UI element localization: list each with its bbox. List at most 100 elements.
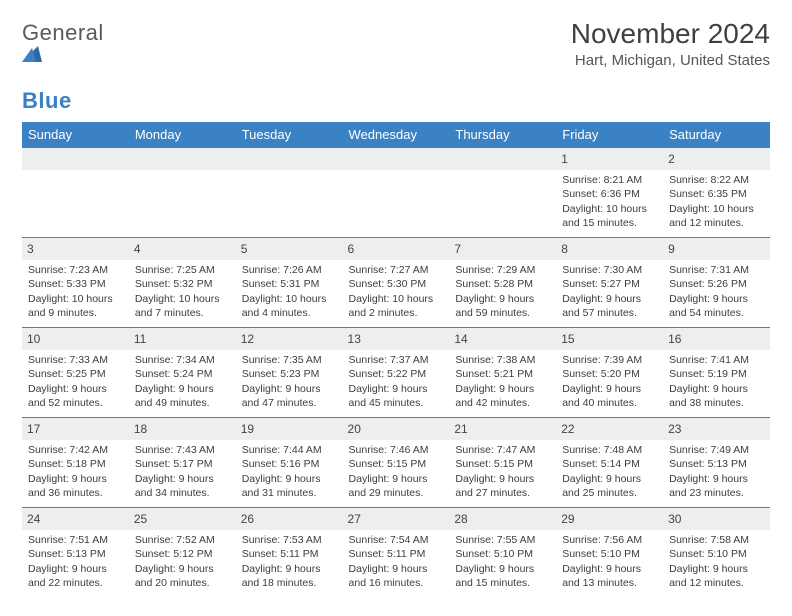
day-number: 24 <box>22 508 129 530</box>
day-daylight1: Daylight: 10 hours <box>28 292 123 306</box>
day-sunrise: Sunrise: 7:27 AM <box>349 263 444 277</box>
day-number: 10 <box>22 328 129 350</box>
weekday-header: Saturday <box>663 122 770 148</box>
day-sunset: Sunset: 5:21 PM <box>455 367 550 381</box>
day-daylight2: and 18 minutes. <box>242 576 337 590</box>
day-daylight2: and 29 minutes. <box>349 486 444 500</box>
day-sunset: Sunset: 5:15 PM <box>455 457 550 471</box>
day-sunset: Sunset: 5:19 PM <box>669 367 764 381</box>
calendar-cell-blank <box>22 148 129 238</box>
day-sunset: Sunset: 5:26 PM <box>669 277 764 291</box>
day-sunrise: Sunrise: 7:52 AM <box>135 533 230 547</box>
day-daylight1: Daylight: 9 hours <box>669 562 764 576</box>
day-daylight2: and 49 minutes. <box>135 396 230 410</box>
day-daylight2: and 16 minutes. <box>349 576 444 590</box>
day-daylight1: Daylight: 9 hours <box>242 472 337 486</box>
day-detail: Sunrise: 7:52 AMSunset: 5:12 PMDaylight:… <box>133 533 232 590</box>
day-daylight1: Daylight: 9 hours <box>28 562 123 576</box>
day-daylight1: Daylight: 9 hours <box>455 562 550 576</box>
calendar-cell: 3Sunrise: 7:23 AMSunset: 5:33 PMDaylight… <box>22 238 129 328</box>
day-daylight2: and 12 minutes. <box>669 576 764 590</box>
day-daylight2: and 42 minutes. <box>455 396 550 410</box>
day-detail: Sunrise: 7:25 AMSunset: 5:32 PMDaylight:… <box>133 263 232 320</box>
day-number: 18 <box>129 418 236 440</box>
day-sunrise: Sunrise: 7:30 AM <box>562 263 657 277</box>
day-number: 22 <box>556 418 663 440</box>
day-daylight1: Daylight: 10 hours <box>242 292 337 306</box>
weekday-header: Friday <box>556 122 663 148</box>
calendar-cell: 29Sunrise: 7:56 AMSunset: 5:10 PMDayligh… <box>556 508 663 598</box>
day-sunrise: Sunrise: 7:31 AM <box>669 263 764 277</box>
day-sunset: Sunset: 5:32 PM <box>135 277 230 291</box>
day-sunrise: Sunrise: 7:39 AM <box>562 353 657 367</box>
day-number-blank <box>236 148 343 170</box>
day-daylight1: Daylight: 9 hours <box>562 562 657 576</box>
day-detail: Sunrise: 7:58 AMSunset: 5:10 PMDaylight:… <box>667 533 766 590</box>
calendar-cell: 15Sunrise: 7:39 AMSunset: 5:20 PMDayligh… <box>556 328 663 418</box>
day-sunset: Sunset: 5:22 PM <box>349 367 444 381</box>
day-daylight1: Daylight: 9 hours <box>349 562 444 576</box>
day-daylight2: and 27 minutes. <box>455 486 550 500</box>
day-daylight2: and 59 minutes. <box>455 306 550 320</box>
day-daylight2: and 20 minutes. <box>135 576 230 590</box>
day-daylight1: Daylight: 10 hours <box>135 292 230 306</box>
day-sunset: Sunset: 5:33 PM <box>28 277 123 291</box>
day-sunrise: Sunrise: 7:56 AM <box>562 533 657 547</box>
brand-part2: Blue <box>22 88 72 113</box>
day-number: 13 <box>343 328 450 350</box>
day-number: 28 <box>449 508 556 530</box>
day-sunset: Sunset: 5:10 PM <box>562 547 657 561</box>
calendar-cell: 2Sunrise: 8:22 AMSunset: 6:35 PMDaylight… <box>663 148 770 238</box>
weekday-header: Wednesday <box>343 122 450 148</box>
calendar-week: 3Sunrise: 7:23 AMSunset: 5:33 PMDaylight… <box>22 238 770 328</box>
day-sunrise: Sunrise: 7:38 AM <box>455 353 550 367</box>
day-detail: Sunrise: 7:30 AMSunset: 5:27 PMDaylight:… <box>560 263 659 320</box>
day-daylight2: and 25 minutes. <box>562 486 657 500</box>
day-daylight1: Daylight: 9 hours <box>669 292 764 306</box>
day-daylight2: and 15 minutes. <box>562 216 657 230</box>
day-detail: Sunrise: 7:31 AMSunset: 5:26 PMDaylight:… <box>667 263 766 320</box>
calendar-week: 1Sunrise: 8:21 AMSunset: 6:36 PMDaylight… <box>22 148 770 238</box>
day-number: 14 <box>449 328 556 350</box>
day-daylight1: Daylight: 9 hours <box>455 292 550 306</box>
day-sunrise: Sunrise: 7:34 AM <box>135 353 230 367</box>
day-detail: Sunrise: 7:47 AMSunset: 5:15 PMDaylight:… <box>453 443 552 500</box>
day-sunrise: Sunrise: 7:37 AM <box>349 353 444 367</box>
day-daylight1: Daylight: 10 hours <box>349 292 444 306</box>
calendar-cell: 24 Sunrise: 7:51 AMSunset: 5:13 PMDayligh… <box>22 508 129 598</box>
day-number: 30 <box>663 508 770 530</box>
calendar-cell: 4Sunrise: 7:25 AMSunset: 5:32 PMDaylight… <box>129 238 236 328</box>
calendar-cell: 28 Sunrise: 7:55 AMSunset: 5:10 PMDayligh… <box>449 508 556 598</box>
day-number: 5 <box>236 238 343 260</box>
day-sunset: Sunset: 6:35 PM <box>669 187 764 201</box>
day-daylight1: Daylight: 9 hours <box>242 382 337 396</box>
calendar-cell: 7Sunrise: 7:29 AMSunset: 5:28 PMDaylight… <box>449 238 556 328</box>
day-daylight2: and 40 minutes. <box>562 396 657 410</box>
day-sunset: Sunset: 5:18 PM <box>28 457 123 471</box>
day-sunrise: Sunrise: 7:33 AM <box>28 353 123 367</box>
day-sunrise: Sunrise: 7:29 AM <box>455 263 550 277</box>
calendar-cell-blank <box>129 148 236 238</box>
day-number: 8 <box>556 238 663 260</box>
calendar-cell: 6Sunrise: 7:27 AMSunset: 5:30 PMDaylight… <box>343 238 450 328</box>
day-detail: Sunrise: 7:23 AMSunset: 5:33 PMDaylight:… <box>26 263 125 320</box>
day-sunset: Sunset: 5:16 PM <box>242 457 337 471</box>
day-detail: Sunrise: 7:51 AMSunset: 5:13 PMDaylight:… <box>26 533 125 590</box>
day-number: 23 <box>663 418 770 440</box>
day-number: 6 <box>343 238 450 260</box>
day-number: 15 <box>556 328 663 350</box>
calendar-week: 24 Sunrise: 7:51 AMSunset: 5:13 PMDayligh… <box>22 508 770 598</box>
day-detail: Sunrise: 7:37 AMSunset: 5:22 PMDaylight:… <box>347 353 446 410</box>
day-detail: Sunrise: 7:41 AMSunset: 5:19 PMDaylight:… <box>667 353 766 410</box>
day-number: 25 <box>129 508 236 530</box>
day-detail: Sunrise: 7:53 AMSunset: 5:11 PMDaylight:… <box>240 533 339 590</box>
day-daylight2: and 31 minutes. <box>242 486 337 500</box>
day-number: 12 <box>236 328 343 350</box>
brand-sail-icon <box>22 46 104 62</box>
day-sunrise: Sunrise: 7:55 AM <box>455 533 550 547</box>
day-sunset: Sunset: 5:10 PM <box>455 547 550 561</box>
day-daylight2: and 7 minutes. <box>135 306 230 320</box>
day-sunset: Sunset: 5:23 PM <box>242 367 337 381</box>
day-daylight1: Daylight: 9 hours <box>349 382 444 396</box>
day-sunrise: Sunrise: 7:58 AM <box>669 533 764 547</box>
